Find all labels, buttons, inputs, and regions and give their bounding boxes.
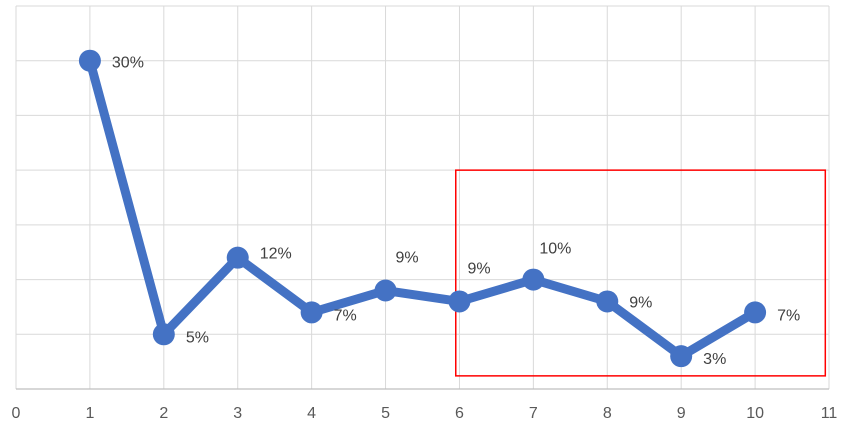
data-point: [374, 279, 397, 302]
data-point: [226, 246, 249, 269]
data-label: 12%: [260, 246, 292, 263]
x-tick-label: 11: [821, 405, 838, 422]
data-point: [152, 323, 175, 346]
data-label: 9%: [629, 294, 652, 311]
data-label: 7%: [334, 307, 357, 324]
data-point: [448, 290, 471, 313]
data-labels: 30% 5% 12% 7% 9% 9% 10% 9% 3% 7%: [112, 55, 800, 368]
data-point: [522, 268, 545, 291]
data-label: 30%: [112, 55, 144, 72]
x-tick-label: 1: [85, 405, 94, 422]
data-label: 7%: [777, 307, 800, 324]
data-point: [670, 345, 693, 368]
data-label: 5%: [186, 329, 209, 346]
x-tick-label: 0: [12, 405, 21, 422]
x-tick-labels: 0 1 2 3 4 5 6 7 8 9 10 11: [12, 405, 838, 422]
x-tick-label: 4: [307, 405, 316, 422]
data-point: [300, 301, 323, 324]
highlight-region: [455, 169, 827, 377]
x-tick-label: 2: [159, 405, 168, 422]
data-label: 10%: [539, 241, 571, 258]
x-tick-label: 10: [746, 405, 764, 422]
data-point: [744, 301, 767, 324]
series-group: [78, 49, 767, 368]
x-tick-label: 9: [677, 405, 686, 422]
series-line: [85, 56, 760, 361]
data-label: 9%: [396, 250, 419, 267]
x-tick-label: 7: [529, 405, 538, 422]
x-tick-label: 8: [603, 405, 612, 422]
highlight-box: [455, 169, 827, 377]
data-point: [78, 49, 101, 72]
data-label: 3%: [703, 351, 726, 368]
x-tick-label: 5: [381, 405, 390, 422]
data-label: 9%: [467, 260, 490, 277]
data-point: [596, 290, 619, 313]
chart-grid: [15, 5, 830, 389]
x-tick-label: 6: [455, 405, 464, 422]
x-tick-label: 3: [233, 405, 242, 422]
